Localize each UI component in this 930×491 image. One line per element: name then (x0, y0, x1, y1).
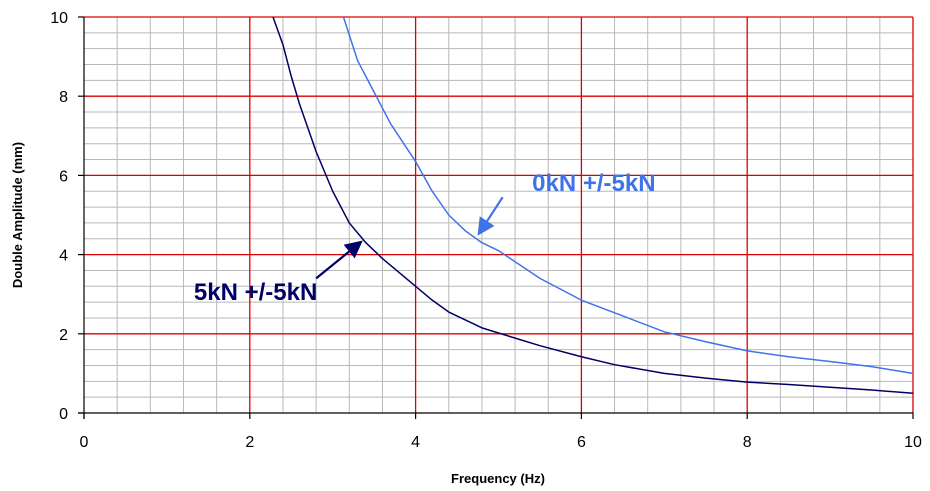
y-tick-label: 8 (59, 89, 68, 106)
plot-area (84, 17, 913, 413)
x-tick-label: 0 (80, 434, 89, 451)
x-tick-label: 6 (577, 434, 586, 451)
y-tick-label: 2 (59, 327, 68, 344)
y-tick-label: 10 (50, 10, 68, 27)
minor-grid (84, 17, 913, 413)
x-tick-label: 10 (904, 434, 922, 451)
x-axis-title: Frequency (Hz) (451, 471, 545, 486)
annotations: 0kN +/-5kN 5kN +/-5kN (194, 170, 656, 306)
major-grid (84, 16, 914, 413)
annotation-label-1: 5kN +/-5kN (194, 279, 317, 306)
y-axis-title: Double Amplitude (mm) (10, 142, 25, 288)
series-line-0 (272, 16, 914, 394)
annotation-label-0: 0kN +/-5kN (532, 170, 655, 197)
x-tick-label: 2 (245, 434, 254, 451)
series-layer (272, 16, 914, 394)
annotation-arrow-0 (477, 196, 504, 236)
y-tick-label: 4 (59, 248, 68, 265)
y-tick-label: 0 (59, 406, 68, 423)
series-line-1 (342, 16, 914, 375)
annotation-arrow-1 (315, 240, 363, 280)
y-tick-label: 6 (59, 168, 68, 185)
x-tick-label: 8 (743, 434, 752, 451)
x-tick-label: 4 (411, 434, 420, 451)
axes (78, 16, 914, 419)
tick-labels: 0 2 4 6 8 10 0 2 4 6 8 10 (50, 10, 922, 451)
